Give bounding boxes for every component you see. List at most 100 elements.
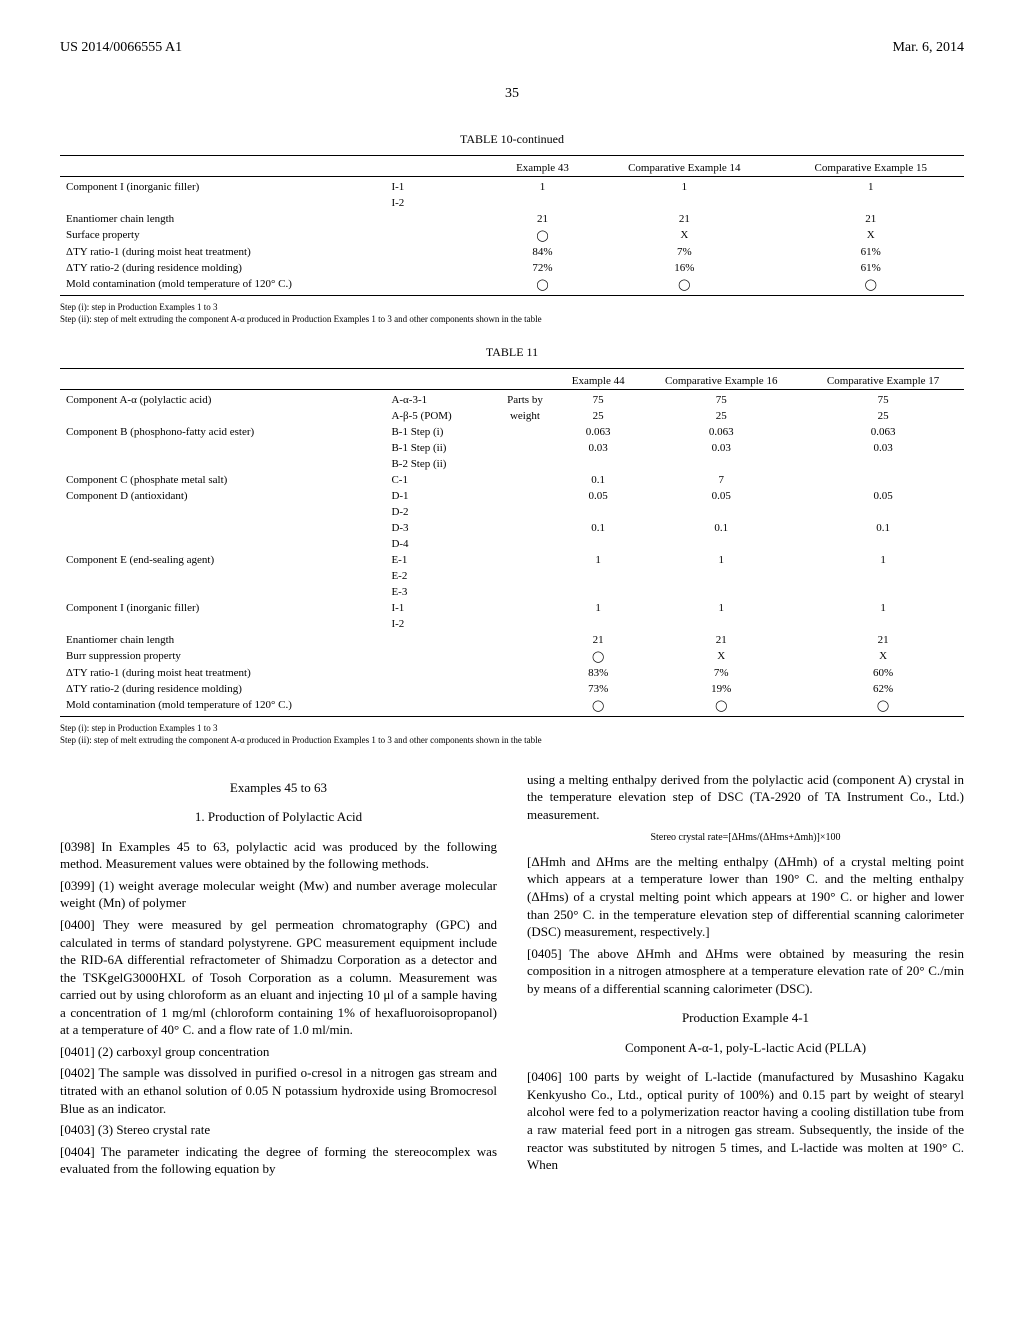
table-cell: D-2: [385, 504, 493, 520]
table-cell: 0.05: [556, 488, 640, 504]
table-cell: [385, 665, 493, 681]
table-cell: [60, 195, 385, 211]
table-cell: [494, 616, 556, 632]
table-cell: [640, 536, 802, 552]
table-cell: X: [802, 648, 964, 665]
table-cell: [385, 276, 493, 293]
table-cell: 0.1: [556, 520, 640, 536]
table-cell: [385, 632, 493, 648]
table-cell: 61%: [778, 260, 964, 276]
table-cell: 19%: [640, 681, 802, 697]
patent-number: US 2014/0066555 A1: [60, 40, 182, 56]
table-cell: 0.063: [640, 424, 802, 440]
table-cell: 0.1: [556, 472, 640, 488]
table-cell: 1: [494, 179, 591, 195]
table-header: Example 43: [494, 160, 591, 177]
table-cell: [802, 456, 964, 472]
section-heading: 1. Production of Polylactic Acid: [60, 808, 497, 826]
table-cell: [778, 195, 964, 211]
table-cell: 7%: [591, 244, 777, 260]
table-cell: ΔTY ratio-2 (during residence molding): [60, 260, 385, 276]
table-cell: X: [640, 648, 802, 665]
table-cell: 21: [556, 632, 640, 648]
table10-footnote: Step (i): step in Production Examples 1 …: [60, 302, 964, 325]
table-cell: E-3: [385, 584, 493, 600]
table-cell: [640, 568, 802, 584]
paragraph: [ΔHmh and ΔHms are the melting enthalpy …: [527, 853, 964, 941]
table-cell: D-3: [385, 520, 493, 536]
paragraph: [0400] They were measured by gel permeat…: [60, 916, 497, 1039]
left-column: Examples 45 to 63 1. Production of Polyl…: [60, 767, 497, 1182]
table-cell: B-1 Step (i): [385, 424, 493, 440]
table-cell: 21: [802, 632, 964, 648]
table-cell: D-1: [385, 488, 493, 504]
table-cell: Component I (inorganic filler): [60, 179, 385, 195]
table-cell: 0.05: [640, 488, 802, 504]
table-cell: [60, 584, 385, 600]
table-cell: 0.063: [556, 424, 640, 440]
table10-title: TABLE 10-continued: [60, 132, 964, 147]
table-cell: ◯: [556, 648, 640, 665]
table-cell: 21: [591, 211, 777, 227]
table-cell: 61%: [778, 244, 964, 260]
table-cell: 1: [778, 179, 964, 195]
table-cell: 0.03: [802, 440, 964, 456]
table-cell: [494, 456, 556, 472]
table-cell: A-β-5 (POM): [385, 408, 493, 424]
table-cell: [556, 456, 640, 472]
table-cell: 0.1: [802, 520, 964, 536]
table-cell: [60, 408, 385, 424]
page-number: 35: [60, 86, 964, 102]
table-cell: 1: [802, 552, 964, 568]
table-cell: [556, 616, 640, 632]
table-cell: ◯: [778, 276, 964, 293]
table-header: Comparative Example 16: [640, 373, 802, 390]
table-cell: 25: [640, 408, 802, 424]
table-cell: [494, 600, 556, 616]
table-cell: weight: [494, 408, 556, 424]
table-cell: 21: [778, 211, 964, 227]
table-cell: [494, 440, 556, 456]
table-cell: 62%: [802, 681, 964, 697]
table-cell: [802, 568, 964, 584]
table-cell: [494, 536, 556, 552]
table-cell: 7: [640, 472, 802, 488]
table-cell: 84%: [494, 244, 591, 260]
table-cell: [494, 648, 556, 665]
table-cell: [60, 504, 385, 520]
table-cell: [802, 616, 964, 632]
table-cell: Component C (phosphate metal salt): [60, 472, 385, 488]
table-cell: [385, 260, 493, 276]
table-cell: [556, 584, 640, 600]
table-cell: B-2 Step (ii): [385, 456, 493, 472]
table-cell: [802, 536, 964, 552]
table-cell: Mold contamination (mold temperature of …: [60, 697, 385, 714]
paragraph: [0404] The parameter indicating the degr…: [60, 1143, 497, 1178]
table-cell: 75: [640, 392, 802, 408]
table-cell: 16%: [591, 260, 777, 276]
table-cell: [494, 568, 556, 584]
table-header: Comparative Example 15: [778, 160, 964, 177]
table-cell: 25: [556, 408, 640, 424]
table-cell: Component A-α (polylactic acid): [60, 392, 385, 408]
table-cell: ΔTY ratio-1 (during moist heat treatment…: [60, 665, 385, 681]
table-cell: D-4: [385, 536, 493, 552]
table-cell: 7%: [640, 665, 802, 681]
table-cell: 75: [556, 392, 640, 408]
table10: Example 43 Comparative Example 14 Compar…: [60, 155, 964, 296]
table-cell: B-1 Step (ii): [385, 440, 493, 456]
table-cell: [494, 472, 556, 488]
table-cell: [60, 616, 385, 632]
table-cell: [60, 456, 385, 472]
table11-title: TABLE 11: [60, 345, 964, 360]
right-column: using a melting enthalpy derived from th…: [527, 767, 964, 1182]
table-cell: [385, 244, 493, 260]
table-cell: [494, 697, 556, 714]
paragraph: using a melting enthalpy derived from th…: [527, 771, 964, 824]
table-cell: A-α-3-1: [385, 392, 493, 408]
table-cell: X: [591, 227, 777, 244]
table-cell: ◯: [556, 697, 640, 714]
table-cell: 0.03: [556, 440, 640, 456]
table-cell: Component B (phosphono-fatty acid ester): [60, 424, 385, 440]
table-cell: [494, 195, 591, 211]
